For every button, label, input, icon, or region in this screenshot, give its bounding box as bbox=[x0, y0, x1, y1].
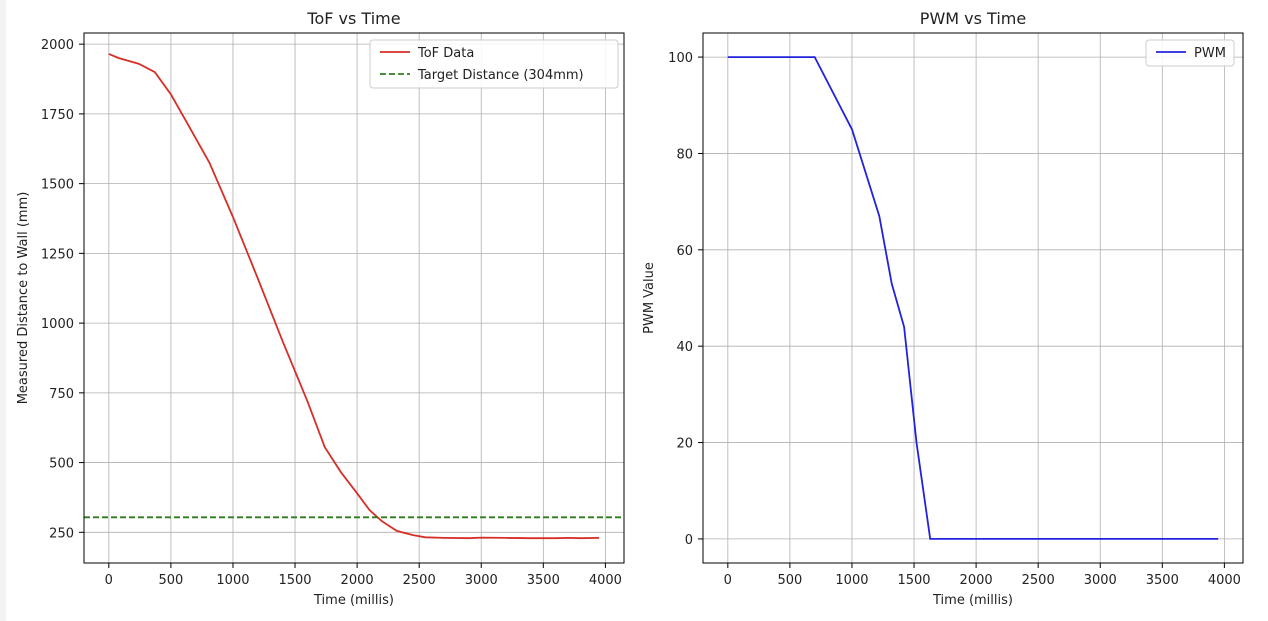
x-tick-label: 3000 bbox=[1084, 573, 1117, 588]
y-axis-label: Measured Distance to Wall (mm) bbox=[16, 192, 31, 405]
legend-entry: PWM bbox=[1194, 46, 1226, 61]
y-tick-label: 2000 bbox=[41, 38, 74, 53]
x-tick-label: 500 bbox=[158, 573, 183, 588]
x-tick-label: 3000 bbox=[465, 573, 498, 588]
y-tick-label: 20 bbox=[676, 437, 693, 452]
legend-entry: Target Distance (304mm) bbox=[417, 68, 584, 83]
y-tick-label: 1750 bbox=[41, 108, 74, 123]
x-axis-label: Time (millis) bbox=[932, 593, 1013, 608]
legend-box bbox=[1145, 39, 1235, 67]
y-tick-label: 1250 bbox=[41, 247, 74, 262]
x-tick-label: 3500 bbox=[527, 573, 560, 588]
x-tick-label: 2500 bbox=[403, 573, 436, 588]
plot-area-frame bbox=[702, 32, 1244, 564]
legend: ToF Data Target Distance (304mm) bbox=[369, 39, 619, 89]
y-tick-label: 750 bbox=[49, 387, 74, 402]
x-tick-label: 1500 bbox=[278, 573, 311, 588]
x-tick-label: 2000 bbox=[341, 573, 374, 588]
legend-box bbox=[369, 39, 619, 89]
x-tick-label: 1000 bbox=[216, 573, 249, 588]
y-tick-label: 1000 bbox=[41, 317, 74, 332]
legend: PWM bbox=[1145, 39, 1235, 67]
x-tick-label: 1000 bbox=[835, 573, 868, 588]
x-tick-label: 2500 bbox=[1022, 573, 1055, 588]
plot-area-frame bbox=[83, 32, 625, 564]
y-tick-label: 40 bbox=[676, 340, 693, 355]
y-tick-label: 60 bbox=[676, 244, 693, 259]
series-line-1 bbox=[108, 53, 600, 540]
legend-entry: ToF Data bbox=[417, 46, 474, 61]
y-tick-label: 0 bbox=[685, 533, 693, 548]
x-tick-label: 3500 bbox=[1146, 573, 1179, 588]
y-tick-label: 500 bbox=[49, 457, 74, 472]
x-axis-label: Time (millis) bbox=[313, 593, 394, 608]
x-tick-label: 4000 bbox=[1208, 573, 1241, 588]
chart-title: ToF vs Time bbox=[306, 9, 400, 28]
chart-2: 0 500 1000 1500 2000 2500 3000 3500 4000 0 20 40 60 8… bbox=[642, 9, 1244, 608]
x-tick-label: 500 bbox=[777, 573, 802, 588]
x-tick-label: 1500 bbox=[897, 573, 930, 588]
chart-title: PWM vs Time bbox=[920, 9, 1026, 28]
y-tick-label: 100 bbox=[668, 51, 693, 66]
y-axis-label: PWM Value bbox=[642, 262, 657, 334]
x-tick-label: 0 bbox=[724, 573, 732, 588]
window-edge bbox=[0, 0, 6, 621]
x-tick-label: 2000 bbox=[960, 573, 993, 588]
x-tick-label: 0 bbox=[105, 573, 113, 588]
series-line-1 bbox=[727, 56, 1219, 540]
y-tick-label: 1500 bbox=[41, 178, 74, 193]
x-tick-label: 4000 bbox=[589, 573, 622, 588]
y-tick-label: 250 bbox=[49, 526, 74, 541]
chart-1: 0 500 1000 1500 2000 2500 3000 3500 4000 250 500 75… bbox=[16, 9, 625, 608]
y-tick-label: 80 bbox=[676, 147, 693, 162]
